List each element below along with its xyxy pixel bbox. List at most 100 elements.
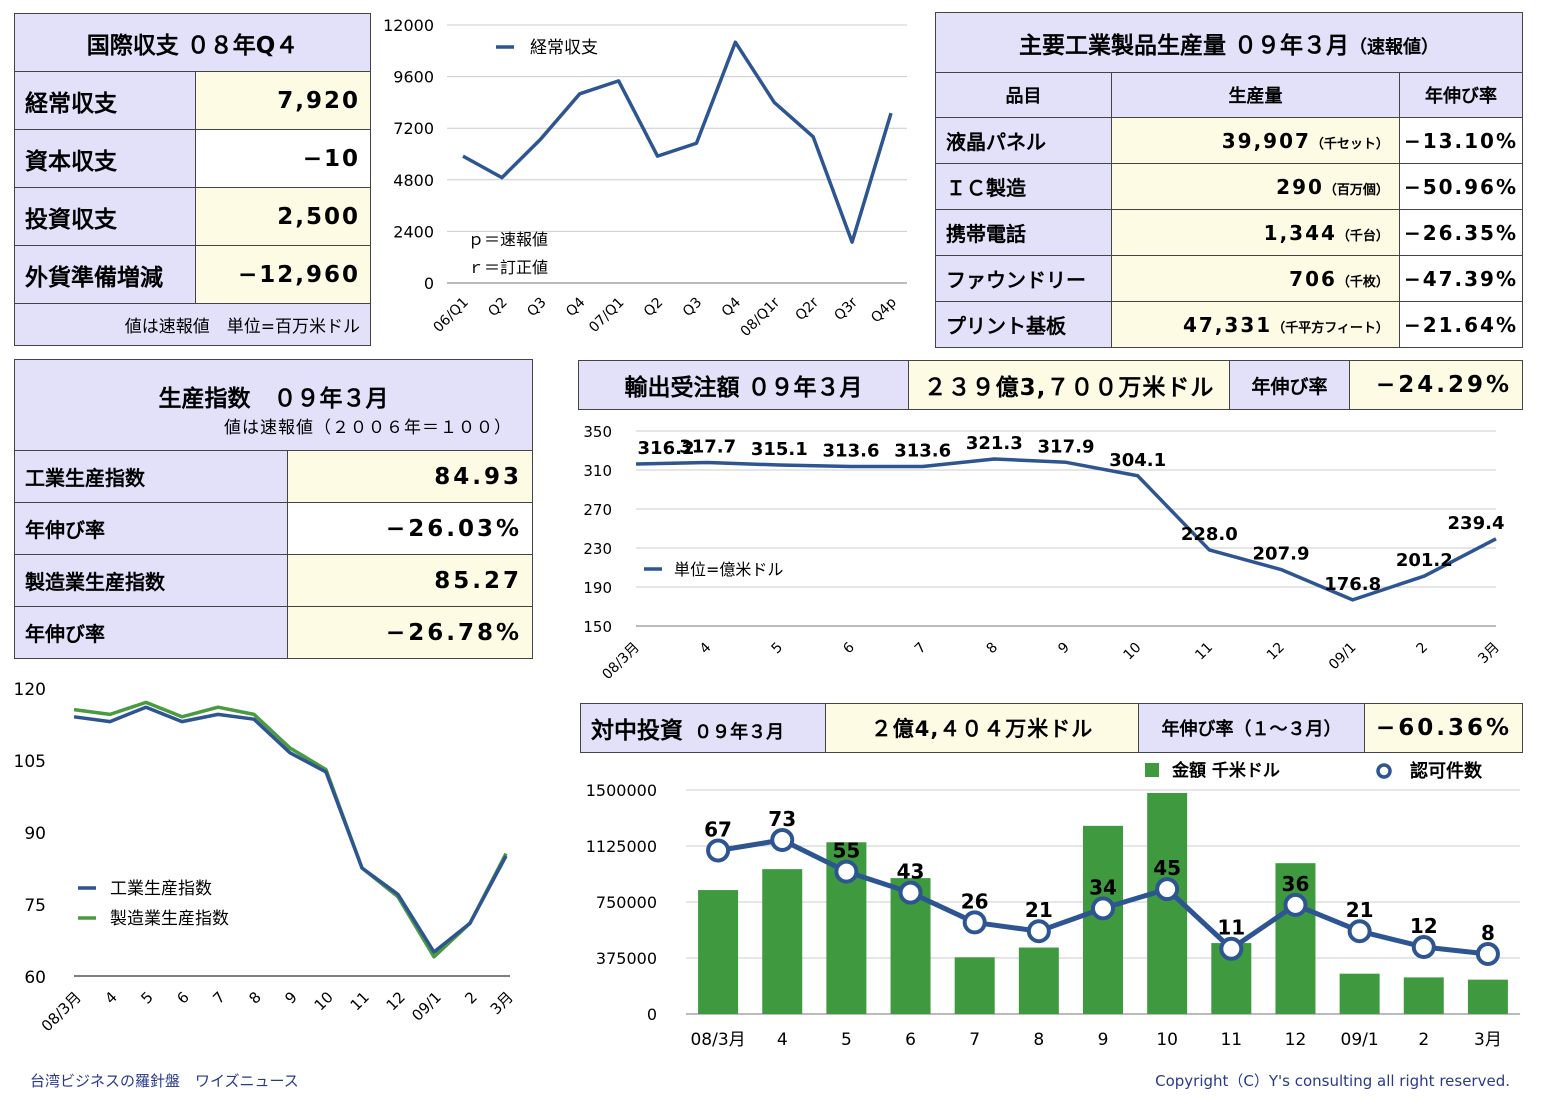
y-tick-label: 1500000 xyxy=(586,781,657,800)
bop-label: 資本収支 xyxy=(14,129,196,188)
data-label: 73 xyxy=(768,807,796,831)
industrial-title: 主要工業製品生産量 ０９年３月（速報値） xyxy=(935,12,1523,73)
x-tick-label: 9 xyxy=(281,988,300,1007)
bar xyxy=(1403,977,1444,1014)
line-marker xyxy=(898,880,923,905)
china-invest-yoy: −60.36% xyxy=(1364,703,1523,753)
data-label: 315.1 xyxy=(751,439,808,460)
x-tick-label: Q3r xyxy=(831,294,861,324)
y-tick-label: 7200 xyxy=(393,119,434,138)
y-tick-label: 375000 xyxy=(596,949,657,968)
data-label: 8 xyxy=(1481,921,1495,945)
chart-note: ｒ＝訂正値 xyxy=(468,258,548,277)
data-label: 55 xyxy=(832,839,860,863)
bar xyxy=(698,890,739,1014)
bop-title: 国際収支 ０８年Q４ xyxy=(14,13,371,72)
x-tick-label: 08/3月 xyxy=(599,640,642,683)
production-title: 生産指数 ０９年３月 xyxy=(158,385,389,412)
x-tick-label: Q2 xyxy=(485,295,510,320)
x-tick-label: 2 xyxy=(461,988,480,1007)
production-value: −26.78% xyxy=(287,606,533,659)
legend-label: 金額 千米ドル xyxy=(1171,760,1280,781)
x-tick-label: 12 xyxy=(383,988,409,1014)
y-tick-label: 2400 xyxy=(393,222,434,241)
legend-label: 経常収支 xyxy=(530,38,598,58)
x-tick-label: 9 xyxy=(1055,640,1073,658)
line-marker xyxy=(1283,892,1308,917)
legend-swatch xyxy=(1376,763,1392,779)
line-marker xyxy=(1475,942,1500,966)
industrial-header-yoy: 年伸び率 xyxy=(1398,72,1524,118)
x-tick-label: Q2r xyxy=(793,294,823,324)
line-marker xyxy=(1347,919,1372,944)
line-marker xyxy=(770,828,795,852)
line-marker xyxy=(1219,936,1244,961)
y-tick-label: 310 xyxy=(583,462,612,480)
industrial-yoy: −50.96% xyxy=(1398,163,1524,210)
x-tick-label: 3月 xyxy=(487,988,517,1018)
industrial-header-qty: 生産量 xyxy=(1110,72,1400,118)
bar xyxy=(954,957,995,1014)
data-label: 239.4 xyxy=(1448,513,1505,534)
production-value: 84.93 xyxy=(287,450,533,503)
data-label: 313.6 xyxy=(823,440,880,461)
data-label: 317.7 xyxy=(679,436,736,457)
industrial-yoy: −21.64% xyxy=(1398,301,1524,348)
bar xyxy=(1018,947,1059,1014)
china-invest-title-text: 対中投資 xyxy=(591,718,683,744)
bar xyxy=(1339,973,1380,1014)
y-tick-label: 0 xyxy=(424,274,434,293)
legend-label: 製造業生産指数 xyxy=(110,909,229,929)
data-label: 11 xyxy=(1217,916,1245,940)
x-tick-label: Q3 xyxy=(524,295,549,320)
x-tick-label: 7 xyxy=(912,640,930,658)
x-tick-label: 12 xyxy=(1264,640,1288,664)
series-line-current-account xyxy=(462,40,893,244)
x-tick-label: 5 xyxy=(137,988,156,1007)
x-tick-label: Q3 xyxy=(680,295,705,320)
production-label: 製造業生産指数 xyxy=(14,554,288,607)
industrial-qty-unit: （千台） xyxy=(1336,228,1389,244)
industrial-qty-unit: （千平方フィート） xyxy=(1272,320,1389,336)
industrial-qty-value: 47,331 xyxy=(1183,312,1273,337)
legend-swatch xyxy=(1145,763,1159,777)
industrial-title-text: 主要工業製品生産量 ０９年３月 xyxy=(1018,32,1349,59)
line-marker xyxy=(834,859,859,884)
industrial-qty-unit: （千枚） xyxy=(1336,274,1389,290)
industrial-item: 携帯電話 xyxy=(935,209,1112,256)
x-tick-label: 6 xyxy=(905,1030,916,1050)
industrial-qty: 39,907（千セット） xyxy=(1110,117,1400,164)
china-invest-title-small: ０９年３月 xyxy=(694,722,785,743)
industrial-qty: 290（百万個） xyxy=(1110,163,1400,210)
export-orders-header: 輸出受注額 ０９年３月 ２３９億3,７００万米ドル 年伸び率 −24.29% xyxy=(578,360,1523,410)
y-tick-label: 0 xyxy=(647,1005,657,1024)
x-tick-label: 08/3月 xyxy=(690,1030,745,1050)
x-tick-label: 07/Q1 xyxy=(586,295,627,336)
bar xyxy=(1467,979,1508,1014)
y-tick-label: 120 xyxy=(14,680,46,700)
y-tick-label: 105 xyxy=(14,752,46,772)
data-label: 228.0 xyxy=(1181,524,1238,545)
industrial-qty-value: 39,907 xyxy=(1221,128,1311,153)
x-tick-label: 08/3月 xyxy=(38,988,85,1035)
legend-label: 工業生産指数 xyxy=(110,879,212,899)
x-tick-label: Q2 xyxy=(641,295,666,320)
y-tick-label: 350 xyxy=(583,423,612,441)
industrial-qty: 47,331（千平方フィート） xyxy=(1110,301,1400,348)
line-marker xyxy=(1091,896,1115,921)
y-tick-label: 9600 xyxy=(393,68,434,87)
china-invest-yoy-label: 年伸び率（１〜３月） xyxy=(1138,703,1365,753)
x-tick-label: 7 xyxy=(969,1030,980,1050)
line-marker xyxy=(706,838,731,863)
x-tick-label: 3月 xyxy=(1474,1030,1502,1050)
x-tick-label: 6 xyxy=(173,988,192,1007)
footer-right: Copyright（C）Y's consulting all right res… xyxy=(1155,1072,1510,1090)
x-tick-label: 2 xyxy=(1418,1030,1429,1050)
legend-label: 認可件数 xyxy=(1410,760,1483,782)
legend-label: 単位=億米ドル xyxy=(674,560,783,579)
x-tick-label: 11 xyxy=(1192,640,1216,664)
y-tick-label: 1125000 xyxy=(586,837,657,856)
bop-note: 値は速報値 単位=百万米ドル xyxy=(14,303,371,346)
production-subtitle: 値は速報値（２００６年＝１００） xyxy=(224,417,512,438)
production-table: 生産指数 ０９年３月 値は速報値（２００６年＝１００） 工業生産指数 84.93… xyxy=(14,359,533,659)
